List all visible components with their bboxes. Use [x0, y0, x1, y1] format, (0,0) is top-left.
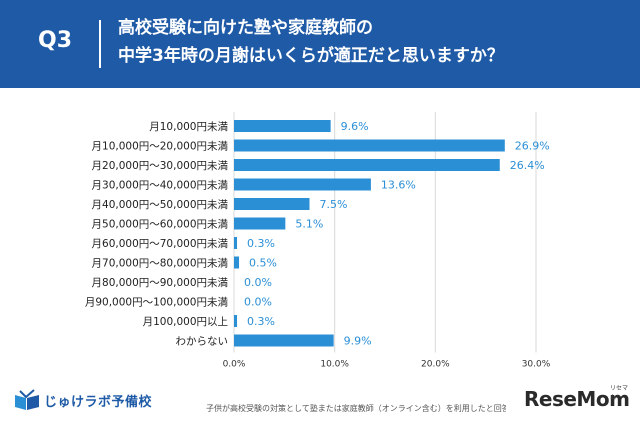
brand-sub: リセマム — [610, 385, 629, 401]
bar — [234, 334, 334, 347]
category-label: 月30,000円〜40,000円未満 — [92, 180, 229, 192]
value-label: 13.6% — [381, 179, 416, 192]
book-icon — [14, 389, 40, 411]
question-number: Q3 — [38, 28, 73, 53]
brand-watermark: ReseMom リセマム — [524, 385, 630, 411]
category-label: 月20,000円〜30,000円未満 — [92, 160, 229, 172]
bar — [234, 217, 286, 230]
value-label: 0.5% — [249, 257, 277, 270]
category-label: 月90,000円〜100,000円未満 — [85, 297, 229, 309]
brand-name: ReseMom — [524, 387, 630, 411]
category-label: 月10,000円〜20,000円未満 — [92, 141, 229, 153]
x-tick-label: 20.0% — [421, 360, 450, 370]
value-label: 26.4% — [510, 159, 545, 172]
value-label: 0.3% — [247, 315, 275, 328]
bar — [234, 315, 238, 327]
chart-panel: 0.0% 10.0% 20.0% 30.0% 月10,000円未満 9.6% 月10,000… — [10, 96, 630, 381]
bar — [234, 178, 371, 191]
bar — [234, 139, 505, 152]
value-label: 7.5% — [320, 198, 348, 211]
bar — [234, 256, 240, 269]
footer: じゅけラボ予備校 子供が高校受験の対策として塾または家庭教師（オンライン含む）を… — [0, 381, 640, 427]
question-header: Q3 高校受験に向けた塾や家庭教師の 中学3年時の月謝はいくらが適正だと思います… — [0, 0, 640, 88]
category-label: 月100,000円以上 — [143, 316, 228, 328]
bar — [234, 120, 331, 132]
bar — [234, 159, 500, 171]
x-tick-label: 0.0% — [223, 360, 246, 370]
header-divider — [99, 20, 101, 68]
question-line-1: 高校受験に向けた塾や家庭教師の — [118, 18, 373, 38]
value-label: 26.9% — [515, 140, 550, 153]
value-label: 0.0% — [244, 296, 272, 309]
category-label: 月70,000円〜80,000円未満 — [92, 258, 229, 270]
bar-chart: 0.0% 10.0% 20.0% 30.0% 月10,000円未満 9.6% 月10,000… — [85, 112, 551, 370]
survey-note: 子供が高校受験の対策として塾または家庭教師（オンライン含む）を利用したと回答した… — [206, 404, 506, 413]
x-tick-label: 10.0% — [320, 360, 349, 370]
category-label: 月10,000円未満 — [149, 121, 228, 133]
value-label: 9.9% — [344, 335, 372, 348]
bar — [234, 237, 238, 249]
category-label: 月80,000円〜90,000円未満 — [92, 277, 229, 289]
school-logo-text: じゅけラボ予備校 — [44, 394, 153, 410]
category-label: わからない — [176, 336, 229, 348]
bar — [234, 198, 310, 210]
value-label: 0.0% — [244, 276, 272, 289]
question-line-2: 中学3年時の月謝はいくらが適正だと思いますか？ — [118, 46, 504, 66]
question-text: 高校受験に向けた塾や家庭教師の 中学3年時の月謝はいくらが適正だと思いますか？ — [118, 14, 504, 70]
value-label: 0.3% — [247, 237, 275, 250]
category-label: 月60,000円〜70,000円未満 — [92, 238, 229, 250]
value-label: 5.1% — [295, 218, 323, 231]
x-tick-label: 30.0% — [522, 360, 551, 370]
category-label: 月50,000円〜60,000円未満 — [92, 219, 229, 231]
category-label: 月40,000円〜50,000円未満 — [92, 199, 229, 211]
school-logo: じゅけラボ予備校 — [14, 389, 152, 411]
value-label: 9.6% — [341, 120, 369, 133]
